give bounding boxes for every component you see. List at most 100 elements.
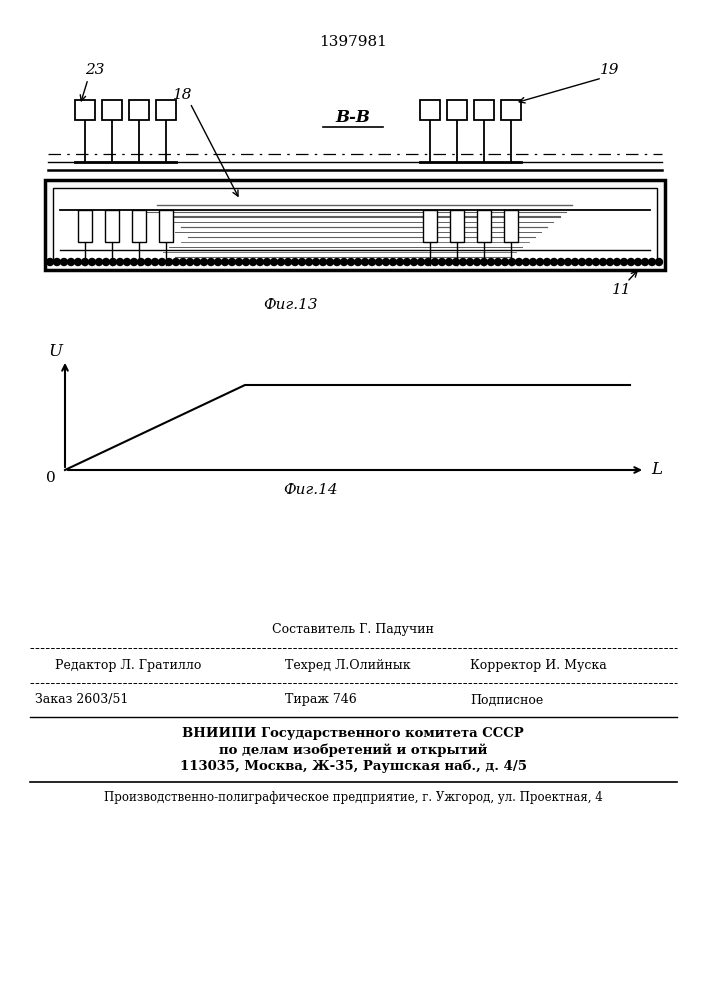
Circle shape <box>278 258 284 265</box>
Circle shape <box>180 258 187 265</box>
Circle shape <box>117 258 124 265</box>
Circle shape <box>137 258 144 265</box>
Circle shape <box>564 258 571 265</box>
Circle shape <box>460 258 467 265</box>
Bar <box>159 210 173 242</box>
Circle shape <box>320 258 327 265</box>
Text: L: L <box>651 462 662 479</box>
Circle shape <box>158 258 165 265</box>
Circle shape <box>291 258 298 265</box>
Circle shape <box>488 258 494 265</box>
Text: ВНИИПИ Государственного комитета СССР: ВНИИПИ Государственного комитета СССР <box>182 728 524 740</box>
Text: Составитель Г. Падучин: Составитель Г. Падучин <box>272 624 434 637</box>
Bar <box>477 210 491 242</box>
Circle shape <box>284 258 291 265</box>
Circle shape <box>424 258 431 265</box>
Text: Подписное: Подписное <box>470 694 543 706</box>
Bar <box>102 100 122 120</box>
Circle shape <box>452 258 460 265</box>
Circle shape <box>110 258 117 265</box>
Circle shape <box>382 258 390 265</box>
Text: В-В: В-В <box>336 108 370 125</box>
Circle shape <box>257 258 264 265</box>
Circle shape <box>235 258 243 265</box>
Circle shape <box>641 258 648 265</box>
Bar <box>504 210 518 242</box>
Circle shape <box>551 258 558 265</box>
Circle shape <box>187 258 194 265</box>
Circle shape <box>81 258 88 265</box>
Bar <box>450 210 464 242</box>
Bar <box>132 210 146 242</box>
Circle shape <box>348 258 354 265</box>
Circle shape <box>558 258 564 265</box>
Circle shape <box>207 258 214 265</box>
Circle shape <box>445 258 452 265</box>
Text: 19: 19 <box>600 63 620 77</box>
Circle shape <box>88 258 95 265</box>
Circle shape <box>194 258 201 265</box>
Bar <box>75 100 95 120</box>
Circle shape <box>418 258 424 265</box>
Circle shape <box>67 258 74 265</box>
Circle shape <box>341 258 348 265</box>
Circle shape <box>607 258 614 265</box>
Circle shape <box>600 258 607 265</box>
Text: Корректор И. Муска: Корректор И. Муска <box>470 658 607 672</box>
Circle shape <box>173 258 180 265</box>
Circle shape <box>165 258 173 265</box>
Bar <box>53 188 657 262</box>
Bar <box>156 100 176 120</box>
Circle shape <box>592 258 600 265</box>
Circle shape <box>54 258 61 265</box>
Circle shape <box>221 258 228 265</box>
Circle shape <box>375 258 382 265</box>
Circle shape <box>390 258 397 265</box>
Text: Техред Л.Олийнык: Техред Л.Олийнык <box>285 658 411 672</box>
Text: 18: 18 <box>173 88 193 102</box>
Text: 23: 23 <box>86 63 105 77</box>
Text: Фиг.14: Фиг.14 <box>283 483 337 497</box>
Circle shape <box>655 258 662 265</box>
Circle shape <box>578 258 585 265</box>
Bar <box>78 210 92 242</box>
Circle shape <box>530 258 537 265</box>
Circle shape <box>354 258 361 265</box>
Circle shape <box>327 258 334 265</box>
Circle shape <box>522 258 530 265</box>
Circle shape <box>298 258 305 265</box>
Circle shape <box>368 258 375 265</box>
Circle shape <box>438 258 445 265</box>
Circle shape <box>481 258 488 265</box>
Circle shape <box>131 258 137 265</box>
Text: 11: 11 <box>612 283 632 297</box>
Circle shape <box>501 258 508 265</box>
Circle shape <box>61 258 67 265</box>
Bar <box>129 100 149 120</box>
Text: Редактор Л. Гратилло: Редактор Л. Гратилло <box>55 658 201 672</box>
Circle shape <box>74 258 81 265</box>
Circle shape <box>214 258 221 265</box>
Text: U: U <box>48 344 62 360</box>
Circle shape <box>628 258 634 265</box>
Circle shape <box>397 258 404 265</box>
Circle shape <box>411 258 418 265</box>
Circle shape <box>228 258 235 265</box>
Circle shape <box>312 258 320 265</box>
Text: 113035, Москва, Ж-35, Раушская наб., д. 4/5: 113035, Москва, Ж-35, Раушская наб., д. … <box>180 759 527 773</box>
Circle shape <box>474 258 481 265</box>
Circle shape <box>151 258 158 265</box>
Circle shape <box>361 258 368 265</box>
Circle shape <box>144 258 151 265</box>
Circle shape <box>585 258 592 265</box>
Bar <box>423 210 437 242</box>
Text: 1397981: 1397981 <box>319 35 387 49</box>
Text: по делам изобретений и открытий: по делам изобретений и открытий <box>218 743 487 757</box>
Circle shape <box>431 258 438 265</box>
Circle shape <box>614 258 621 265</box>
Circle shape <box>264 258 271 265</box>
Circle shape <box>271 258 278 265</box>
Circle shape <box>621 258 628 265</box>
Bar <box>105 210 119 242</box>
Circle shape <box>243 258 250 265</box>
